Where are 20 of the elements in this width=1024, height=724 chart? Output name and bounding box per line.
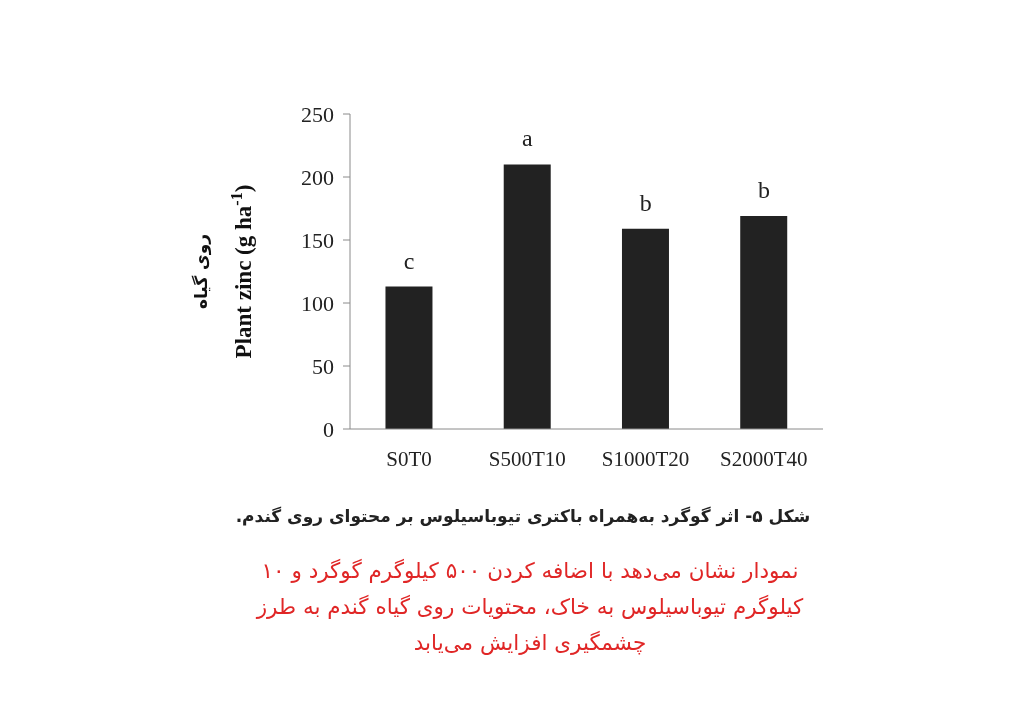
annotation: b [639, 189, 652, 216]
x-tick-label: S500T10 [488, 446, 566, 471]
bar [503, 164, 551, 429]
x-tick-label: S1000T20 [601, 446, 690, 471]
y-tick-label: 250 [301, 101, 334, 127]
annotation: a [522, 125, 534, 152]
bar [385, 286, 433, 429]
y-tick-label: 50 [312, 353, 334, 379]
y-tick-label: 0 [323, 416, 334, 442]
x-tick-label: S0T0 [386, 446, 432, 471]
x-tick-label: S2000T40 [720, 446, 808, 471]
bar [621, 228, 669, 429]
y-tick-label: 200 [301, 164, 334, 190]
y-tick-label: 100 [301, 290, 334, 316]
annotation: b [757, 177, 770, 204]
text: شکل ۵- اثر گوگرد به‌همراه باکتری تیوباسیلوس بر محتوای روی گندم. [234, 505, 812, 529]
bar [740, 216, 788, 429]
y-tick-label: 150 [301, 227, 334, 253]
text: نمودار نشان می‌دهد با اضافه کردن ۵۰۰ کیلوگرم گوگرد و ۱۰ کیلوگرم تیوباسیلوس به خاک، محتویات روی گیاه گندم به طرز چشمگیری افزایش می‌یابد [255, 557, 805, 657]
annotation: c [403, 247, 415, 274]
